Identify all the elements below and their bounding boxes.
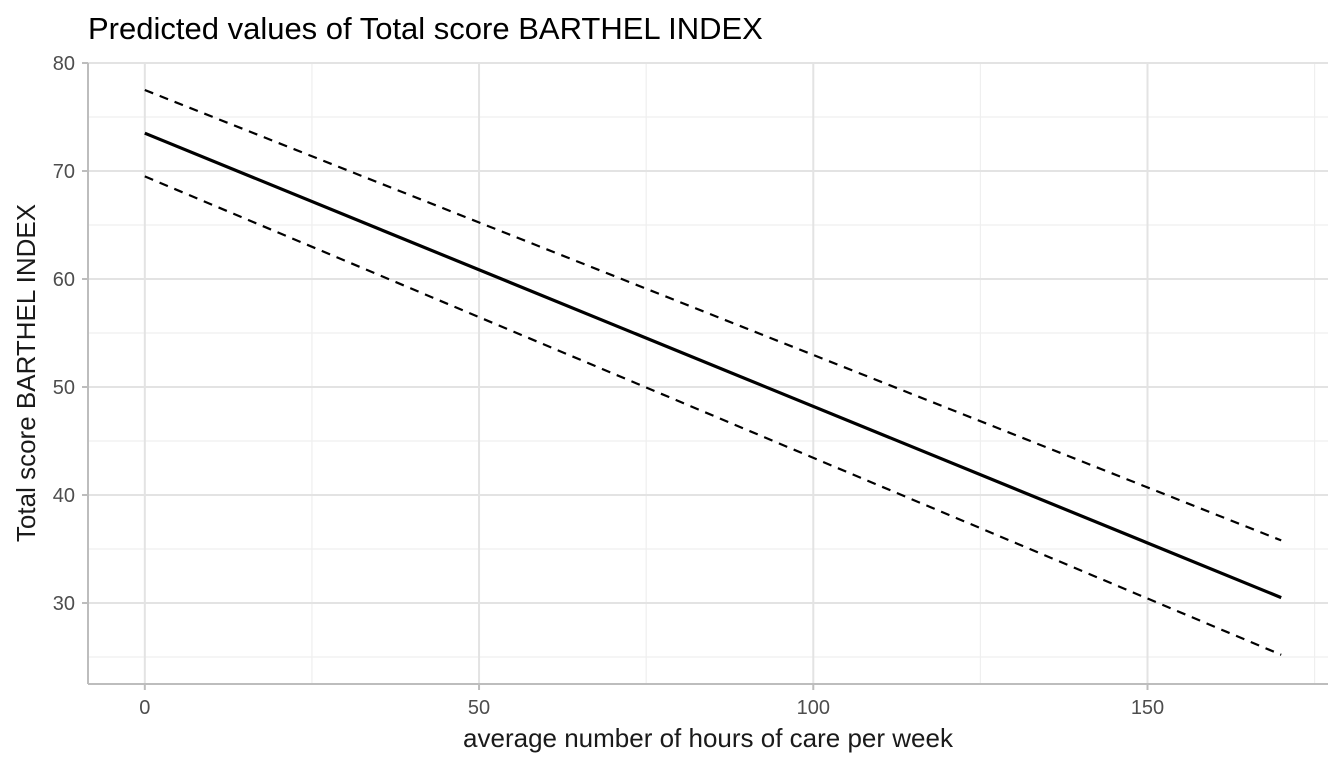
y-tick-label: 30	[53, 593, 75, 615]
series-line-lower-ci	[144, 175, 1282, 656]
major-gridlines	[88, 62, 1328, 684]
x-tick-label: 100	[797, 697, 830, 719]
x-axis-title: average number of hours of care per week	[463, 723, 954, 753]
y-tick-label: 70	[53, 161, 75, 183]
y-axis-title: Total score BARTHEL INDEX	[11, 204, 41, 542]
x-tick-label: 150	[1131, 697, 1164, 719]
y-tick-label: 40	[53, 485, 75, 507]
x-tick-label: 0	[139, 697, 150, 719]
series-line-upper-ci	[144, 88, 1282, 542]
y-tick-label: 80	[53, 53, 75, 75]
series-lines	[144, 88, 1282, 656]
series-line-prediction	[144, 131, 1282, 600]
axes	[82, 62, 1328, 690]
y-tick-label: 50	[53, 377, 75, 399]
tick-labels: 0 50 100 150 30 40 50 60 70 80	[53, 53, 1164, 719]
minor-gridlines	[88, 63, 1328, 684]
x-tick-label: 50	[468, 697, 490, 719]
chart-title: Predicted values of Total score BARTHEL …	[88, 11, 763, 46]
y-tick-label: 60	[53, 269, 75, 291]
